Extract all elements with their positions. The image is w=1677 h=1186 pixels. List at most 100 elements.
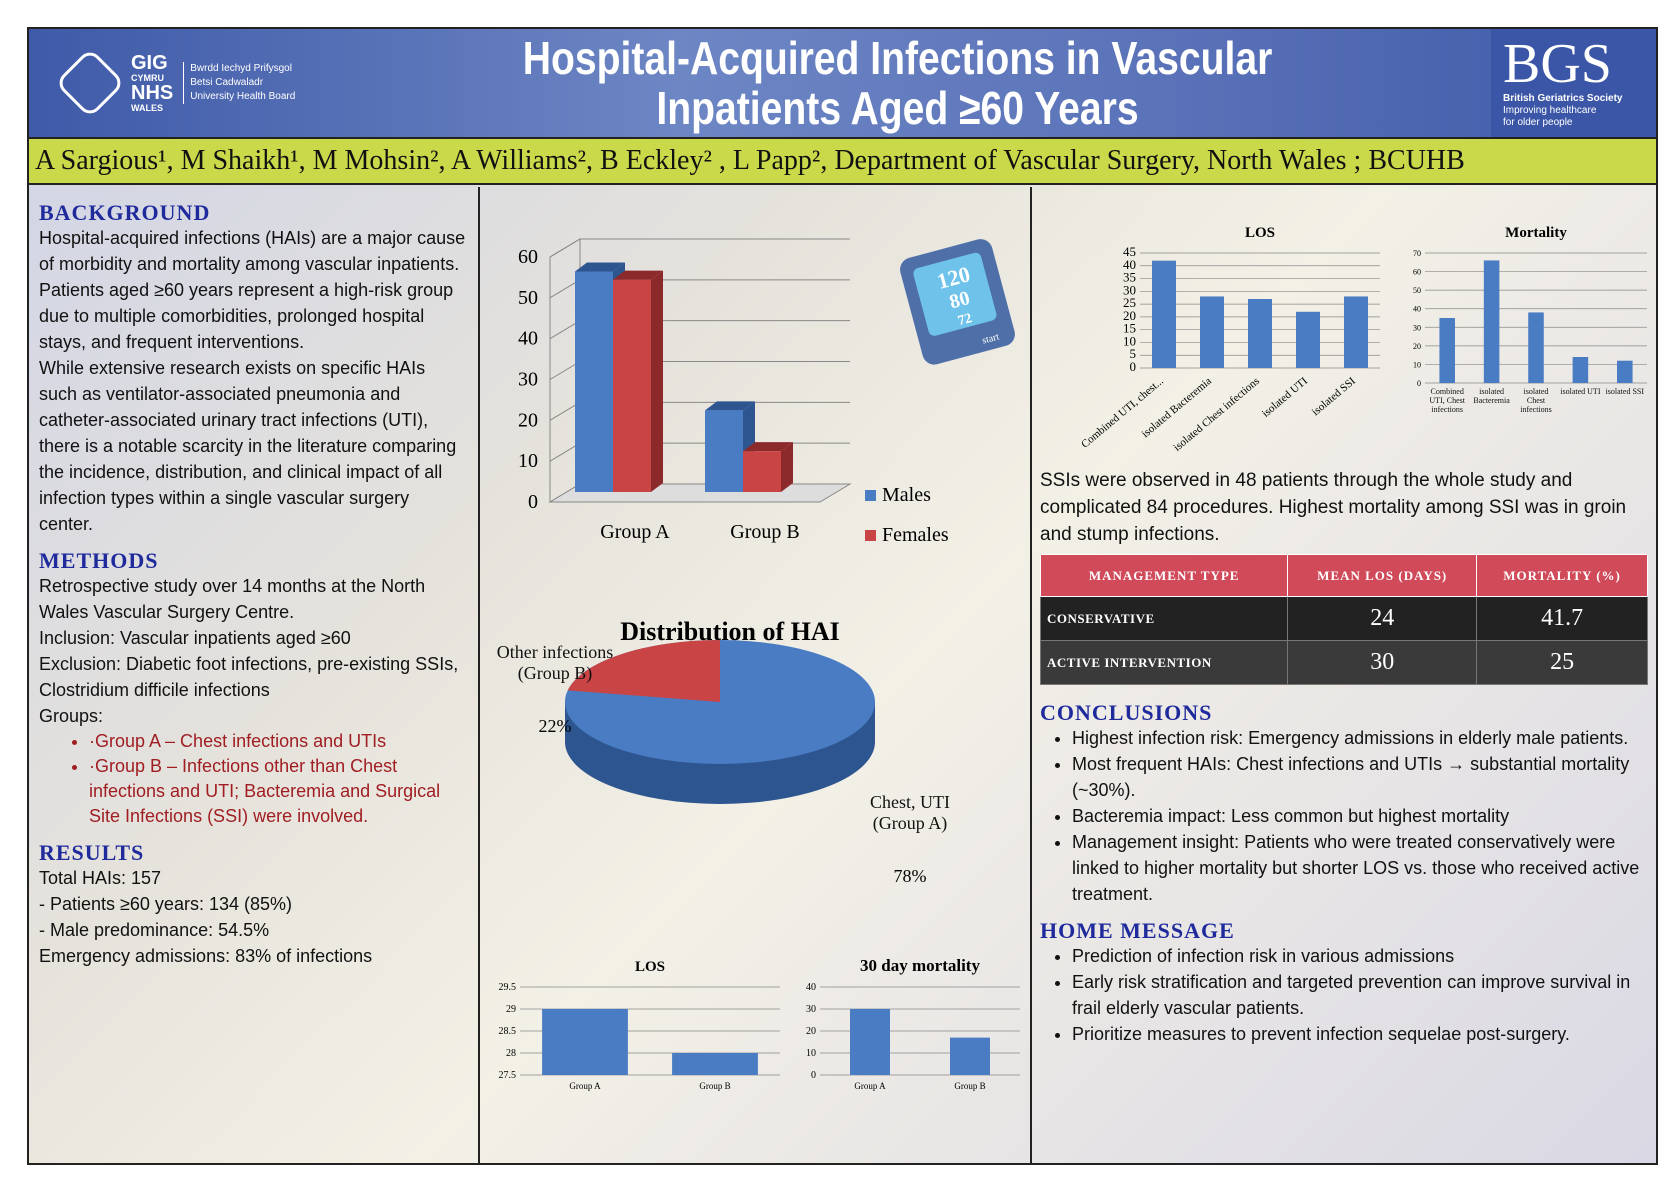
ssi-text: SSIs were observed in 48 patients throug… bbox=[1040, 470, 1627, 545]
list-item: Early risk stratification and targeted p… bbox=[1072, 969, 1648, 1021]
legend-label: Females bbox=[882, 524, 949, 546]
bp-screen bbox=[913, 252, 997, 336]
conclusions-heading: CONCLUSIONS bbox=[1040, 700, 1213, 725]
management-table: MANAGEMENT TYPE MEAN LOS (DAYS) MORTALITY … bbox=[1039, 554, 1648, 685]
background-heading: BACKGROUND bbox=[39, 200, 211, 225]
legend-swatch bbox=[865, 530, 876, 541]
middle-charts: 0 10 20 30 40 50 60 Group A Group B Males Females 1… bbox=[496, 238, 1020, 1091]
y-tick-label: 10 bbox=[518, 450, 538, 472]
x-tick-label: Group B bbox=[954, 1081, 985, 1091]
left-column: BACKGROUND Hospital-acquired infections … bbox=[29, 187, 480, 1163]
list-item: Most frequent HAIs: Chest infections and… bbox=[1072, 751, 1648, 803]
y-tick-label: 27.5 bbox=[499, 1070, 517, 1081]
y-tick-label: 40 bbox=[1123, 257, 1136, 272]
y-tick-label: 40 bbox=[806, 982, 816, 993]
logo-mark: BGS bbox=[1503, 33, 1612, 95]
bp-start-button: start bbox=[981, 331, 1001, 346]
table-row: ACTIVE INTERVENTION 30 25 bbox=[1039, 640, 1648, 685]
nhs-logo: GIG CYMRU NHS WALES Bwrdd Iechyd Prifysgol B… bbox=[54, 47, 319, 119]
bar-side bbox=[651, 270, 663, 492]
bar bbox=[1248, 299, 1272, 368]
bar bbox=[672, 1053, 758, 1075]
bar bbox=[1528, 312, 1544, 383]
celtic-knot-icon bbox=[54, 47, 126, 119]
x-tick-label: Group A bbox=[569, 1081, 601, 1091]
list-item: - Male predominance: 54.5% bbox=[39, 920, 270, 940]
groups-list: ·Group A – Chest infections and UTIs·Gro… bbox=[89, 729, 468, 829]
y-tick-label: 20 bbox=[1413, 342, 1421, 351]
bar bbox=[743, 451, 781, 492]
background-text: While extensive research exists on speci… bbox=[39, 358, 457, 534]
bar-top bbox=[743, 442, 793, 452]
bar bbox=[1483, 260, 1500, 383]
list-item: - Patients ≥60 years: 134 (85%) bbox=[39, 894, 293, 914]
y-tick-label: 40 bbox=[1413, 305, 1421, 314]
x-tick-label-box: isolated Chest infections bbox=[1520, 387, 1552, 415]
y-tick-label: 60 bbox=[1413, 268, 1421, 277]
methods-heading: METHODS bbox=[39, 548, 159, 573]
y-tick-label: 5 bbox=[1130, 346, 1137, 361]
y-tick-label: 20 bbox=[518, 409, 538, 431]
bar-top bbox=[575, 262, 625, 272]
y-tick-label: 0 bbox=[1130, 359, 1137, 374]
pie-label-box: Other infections (Group B) bbox=[496, 642, 614, 683]
chart-title: Mortality bbox=[1505, 225, 1567, 241]
logo-text: University Health Board bbox=[190, 91, 296, 102]
y-tick-label: 50 bbox=[518, 287, 538, 309]
table-header: MORTALITY (%) bbox=[1476, 554, 1648, 597]
y-tick-label: 45 bbox=[1123, 244, 1136, 259]
chart-title: LOS bbox=[1245, 225, 1275, 241]
gridline bbox=[549, 238, 581, 258]
table-cell: ACTIVE INTERVENTION bbox=[1039, 640, 1289, 685]
logo-text: CYMRU bbox=[131, 73, 164, 83]
y-tick-label: 30 bbox=[518, 369, 538, 391]
poster-title: Hospital-Acquired Infections in Vascular… bbox=[406, 33, 1389, 133]
pie-label: Other infections (Group B) bbox=[496, 642, 614, 683]
logo-text: WALES bbox=[131, 103, 164, 113]
bgs-logo: BGS British Geriatrics Society Improving h… bbox=[1491, 29, 1656, 137]
list-item: ·Group B – Infections other than Chest i… bbox=[89, 754, 468, 829]
logo-text: NHS bbox=[131, 82, 174, 104]
x-tick-label: isolated Bacteremia bbox=[1473, 387, 1510, 406]
bar bbox=[705, 410, 743, 492]
x-tick-label: Group B bbox=[730, 521, 799, 543]
chart-title: 30 day mortality bbox=[860, 956, 980, 975]
bar bbox=[1296, 311, 1320, 368]
y-tick-label: 29 bbox=[506, 1004, 516, 1015]
x-tick-label-box: isolated UTI bbox=[1560, 387, 1600, 396]
list-item: Highest infection risk: Emergency admiss… bbox=[1072, 725, 1648, 751]
bp-reading-pulse: 72 bbox=[956, 311, 973, 329]
results-heading: RESULTS bbox=[39, 840, 145, 865]
x-tick-label: Group B bbox=[699, 1081, 730, 1091]
logo-text: Bwrdd Iechyd Prifysgol bbox=[190, 63, 292, 74]
home-message-list: Prediction of infection risk in various … bbox=[1072, 943, 1648, 1047]
y-tick-label: 20 bbox=[1123, 308, 1136, 323]
x-tick-label: Combined UTI, Chest infections bbox=[1429, 387, 1465, 415]
pie-slice-group-b bbox=[567, 640, 720, 702]
pie-label: Chest, UTI (Group A) bbox=[870, 792, 950, 833]
home-message-heading: HOME MESSAGE bbox=[1040, 918, 1235, 943]
logo-text: GIG bbox=[131, 52, 168, 74]
x-tick-label: isolated Chest infections bbox=[1520, 387, 1552, 415]
x-tick-label-box: Combined UTI, Chest infections bbox=[1429, 387, 1465, 415]
table-cell: 41.7 bbox=[1476, 596, 1648, 641]
title-line: Hospital-Acquired Infections in Vascular bbox=[522, 32, 1273, 84]
x-tick-label: isolated SSI bbox=[1310, 375, 1358, 418]
list-item: Groups: bbox=[39, 706, 104, 726]
y-tick-label: 30 bbox=[806, 1004, 816, 1015]
list-item: Prediction of infection risk in various … bbox=[1072, 943, 1648, 969]
y-tick-label: 0 bbox=[1417, 379, 1421, 388]
background-text: Hospital-acquired infections (HAIs) are … bbox=[39, 228, 466, 352]
logo-text: British Geriatrics Society bbox=[1503, 93, 1623, 104]
bar bbox=[1344, 296, 1368, 368]
bar bbox=[1152, 260, 1176, 368]
y-tick-label: 28.5 bbox=[499, 1026, 517, 1037]
bar bbox=[950, 1037, 990, 1075]
bar-side bbox=[781, 442, 793, 492]
list-item: Prioritize measures to prevent infection… bbox=[1072, 1021, 1648, 1047]
chart-title: LOS bbox=[635, 959, 665, 975]
x-tick-label: isolated SSI bbox=[1605, 387, 1645, 396]
bar bbox=[850, 1009, 890, 1075]
list-item: Exclusion: Diabetic foot infections, pre… bbox=[39, 654, 459, 700]
